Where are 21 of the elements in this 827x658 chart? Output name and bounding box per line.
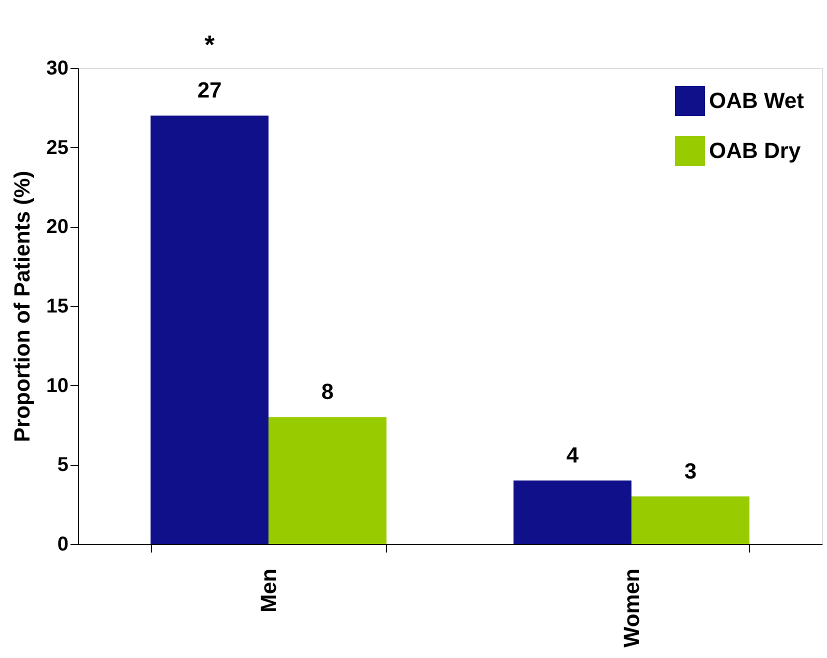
y-tick-label: 0 — [57, 534, 68, 556]
y-tick-label: 25 — [46, 136, 68, 159]
x-tick-label: Women — [618, 568, 644, 648]
y-axis-title: Proportion of Patients (%) — [9, 170, 34, 442]
bar — [268, 417, 386, 544]
y-tick-label: 20 — [46, 216, 68, 238]
data-label: 4 — [566, 442, 580, 468]
x-tick-label: Men — [256, 568, 282, 612]
bar — [150, 116, 269, 544]
legend-label: OAB Wet — [709, 88, 805, 113]
legend-label: OAB Dry — [709, 138, 802, 163]
y-tick-label: 15 — [46, 296, 68, 318]
bar — [514, 480, 632, 544]
data-label: 8 — [321, 379, 334, 404]
data-label: 27 — [197, 78, 222, 103]
text: * — [204, 30, 216, 60]
bar — [631, 496, 750, 544]
y-tick-label: 5 — [57, 454, 68, 476]
y-tick-label: 30 — [46, 58, 68, 80]
y-tick-label: 10 — [46, 374, 68, 397]
data-label: 3 — [684, 458, 697, 484]
